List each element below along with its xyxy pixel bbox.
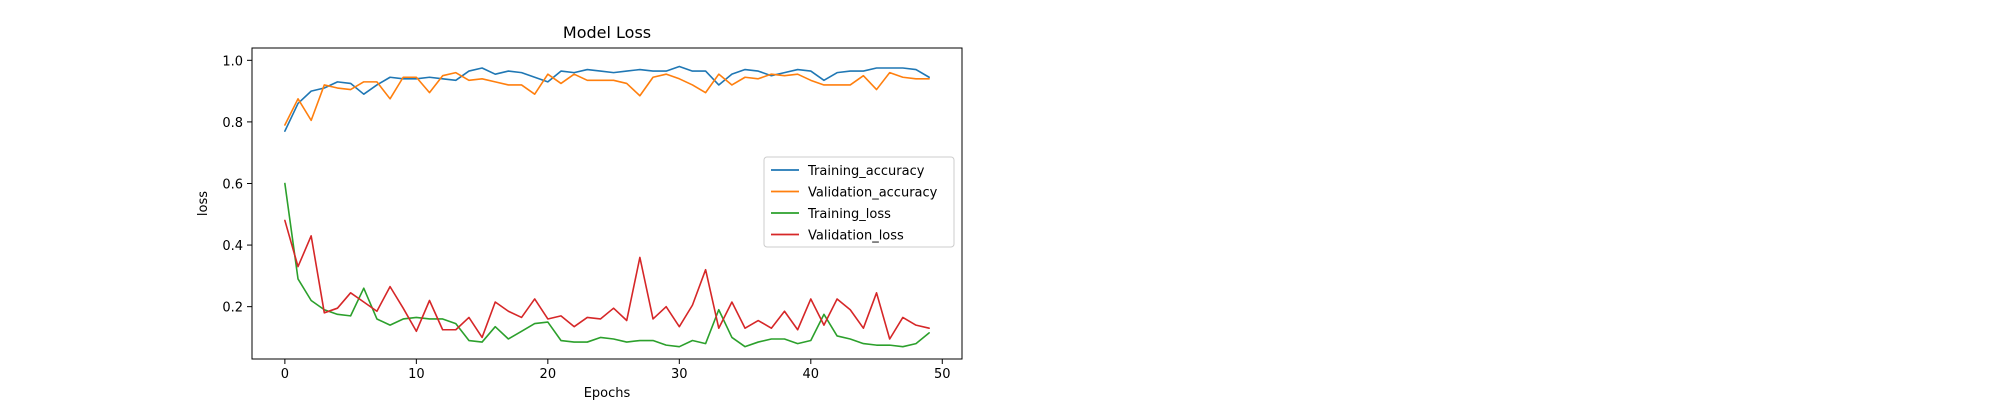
x-tick-label: 0 (281, 367, 289, 382)
x-tick-label: 10 (408, 367, 425, 382)
series-line-training-accuracy (284, 65, 930, 132)
legend-box (763, 156, 955, 248)
y-tick-label: 0.6 (222, 177, 243, 192)
x-tick-label: 40 (803, 367, 820, 382)
y-tick-label: 1.0 (222, 54, 243, 69)
series-line-training-loss (284, 182, 930, 348)
plot-frame (251, 47, 963, 360)
legend-entry-label: Training_accuracy (807, 164, 925, 179)
legend: Training_accuracy Validation_accuracy Trai… (763, 156, 955, 248)
x-axis-label: Epochs (584, 386, 631, 400)
legend-entry-label: Validation_loss (808, 229, 904, 244)
y-axis-ticks: 0.2 0.4 0.6 0.8 1.0 (222, 54, 252, 316)
series-line-validation-loss (284, 219, 930, 340)
series-line-validation-accuracy (284, 71, 930, 126)
chart-title: Model Loss (563, 23, 651, 42)
x-tick-label: 30 (671, 367, 688, 382)
legend-entry-label: Training_loss (807, 207, 891, 222)
y-tick-label: 0.4 (222, 239, 243, 254)
legend-entry-label: Validation_accuracy (808, 186, 938, 201)
x-tick-label: 20 (540, 367, 557, 382)
x-axis-ticks: 0 10 20 30 40 50 (281, 359, 951, 382)
x-tick-label: 50 (934, 367, 951, 382)
y-tick-label: 0.8 (222, 116, 243, 131)
series-lines (284, 65, 930, 348)
y-tick-label: 0.2 (222, 301, 243, 316)
y-axis-label: loss (196, 191, 211, 216)
